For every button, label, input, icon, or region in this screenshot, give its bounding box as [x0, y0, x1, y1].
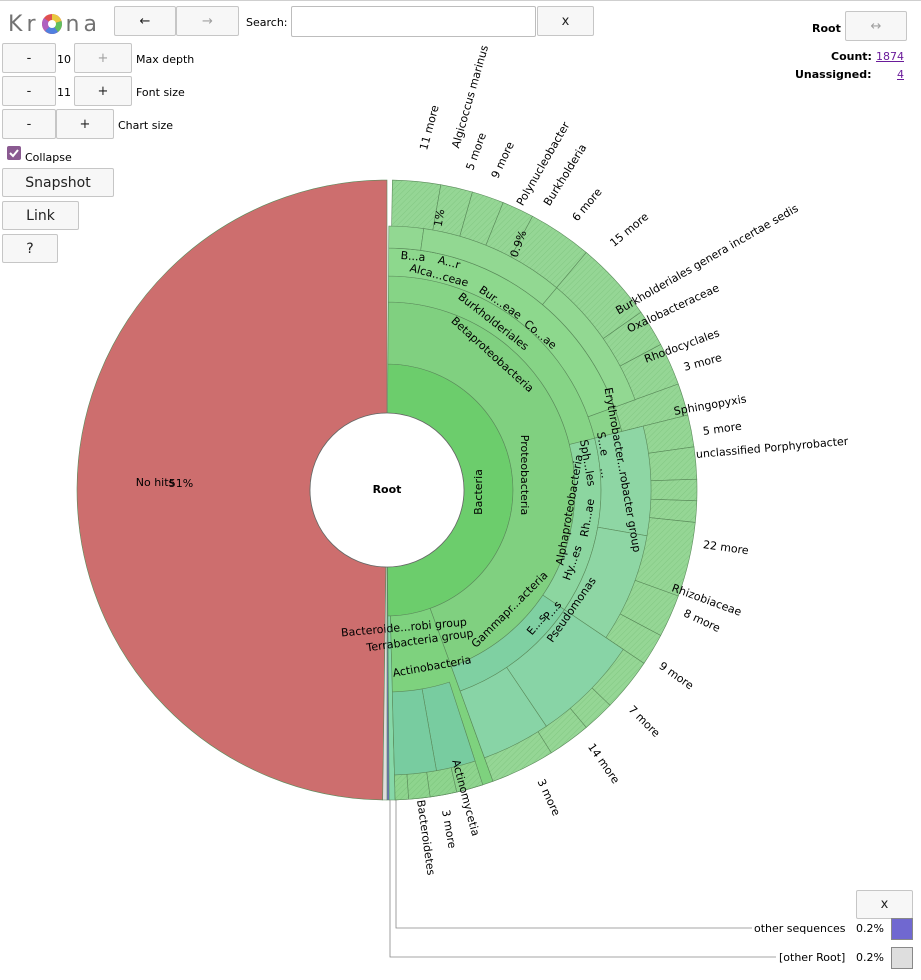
outer-label[interactable]: 3 more	[439, 809, 459, 850]
outer-label[interactable]: Oxalobacteraceae	[625, 281, 721, 335]
font-size-increment-button[interactable]: +	[74, 76, 132, 106]
outer-label[interactable]: 7 more	[626, 703, 663, 740]
outer-label[interactable]: 15 more	[608, 210, 652, 250]
unassigned-label: Unassigned:	[795, 68, 872, 81]
key-leader-line-other-root[interactable]	[389, 800, 776, 958]
chart-size-decrement-button[interactable]: -	[2, 109, 56, 139]
top-border	[0, 0, 921, 1]
segment-label-b-a[interactable]: B...a	[400, 249, 426, 264]
outer-label[interactable]: 6 more	[570, 185, 605, 223]
back-button[interactable]: ←	[114, 6, 176, 36]
key-swatch[interactable]	[891, 947, 913, 969]
logo-letter-a: a	[83, 11, 101, 37]
font-size-value: 11	[57, 86, 71, 99]
snapshot-button[interactable]: Snapshot	[2, 168, 114, 197]
chart-root-label[interactable]: Root	[373, 483, 402, 496]
forward-button[interactable]: →	[176, 6, 239, 36]
max-depth-decrement-button[interactable]: -	[2, 43, 56, 73]
segment-label-no-hits-percent[interactable]: 51%	[169, 477, 193, 490]
sunburst-segment-bacteroide-robi[interactable]	[387, 615, 396, 801]
max-depth-value: 10	[57, 53, 71, 66]
outer-label[interactable]: 8 more	[681, 607, 722, 635]
logo-letter-k: K	[8, 11, 27, 37]
key-item-percent: 0.2%	[856, 922, 884, 935]
segment-label-1pct[interactable]: 1%	[432, 208, 448, 227]
segment-label-s-e[interactable]: S...e	[594, 431, 611, 457]
search-label: Search:	[246, 16, 288, 29]
search-clear-button[interactable]: x	[537, 6, 594, 36]
count-value-link[interactable]: 1874	[876, 50, 904, 63]
outer-label[interactable]: Sphingopyxis	[673, 392, 748, 418]
chart-size-increment-button[interactable]: +	[56, 109, 114, 139]
logo-letter-n: n	[65, 11, 84, 37]
key-item-label: other sequences	[754, 922, 846, 935]
sunburst-segment-gamma-order[interactable]	[459, 666, 547, 759]
segment-label-no-hits[interactable]: No hits	[136, 476, 175, 489]
outer-label[interactable]: 14 more	[585, 741, 622, 786]
outer-label[interactable]: Bacteroidetes	[414, 799, 437, 876]
count-value[interactable]: 1874	[876, 50, 904, 63]
outer-label[interactable]: 22 more	[702, 538, 750, 557]
font-size-label: Font size	[136, 86, 185, 99]
outer-label[interactable]: Algicoccus marinus	[449, 44, 491, 150]
unassigned-value-link[interactable]: 4	[897, 68, 904, 81]
outer-label[interactable]: Rhizobiaceae	[670, 581, 744, 618]
max-depth-label: Max depth	[136, 53, 195, 66]
segment-label-bacteria[interactable]: Bacteria	[472, 469, 485, 515]
key-item-label: [other Root]	[779, 951, 846, 964]
outer-label[interactable]: 5 more	[702, 420, 743, 438]
details-root-label: Root	[812, 22, 841, 35]
link-button[interactable]: Link	[2, 201, 79, 230]
expand-button[interactable]: ↔	[845, 11, 907, 41]
logo-letter-r: r	[26, 11, 40, 37]
outer-label[interactable]: 3 more	[682, 351, 723, 374]
unassigned-value[interactable]: 4	[897, 68, 904, 81]
krona-logo: K r n a	[8, 11, 101, 37]
key-leader-line-other-sequences[interactable]	[395, 800, 752, 929]
key-item-percent: 0.2%	[856, 951, 884, 964]
outer-label[interactable]: 9 more	[657, 659, 697, 692]
outer-label[interactable]: 9 more	[489, 139, 517, 180]
sunburst-segment-actino-class[interactable]	[391, 688, 437, 776]
collapse-label: Collapse	[25, 151, 72, 164]
collapse-checkbox[interactable]	[7, 146, 21, 160]
outer-label[interactable]: 5 more	[463, 131, 489, 172]
key-swatch[interactable]	[891, 918, 913, 940]
sunburst-center[interactable]	[309, 412, 465, 568]
outer-label[interactable]: unclassified Porphyrobacter	[695, 435, 849, 461]
outer-label[interactable]: 3 more	[535, 777, 563, 818]
krona-ring-icon	[42, 14, 63, 34]
max-depth-increment-button[interactable]: +	[74, 43, 132, 73]
checkmark-icon	[9, 149, 19, 158]
key-close-button[interactable]: x	[856, 890, 913, 919]
help-button[interactable]: ?	[2, 234, 58, 263]
outer-label[interactable]: 11 more	[417, 104, 442, 152]
sunburst-segment-family[interactable]	[388, 225, 425, 251]
segment-label-proteobacteria[interactable]: Proteobacteria	[518, 435, 531, 515]
font-size-decrement-button[interactable]: -	[2, 76, 56, 106]
segment-label-ellipsis[interactable]: ...	[597, 467, 612, 480]
sunburst-segment-family[interactable]	[542, 287, 636, 408]
segment-label-a-r[interactable]: A...r	[437, 253, 462, 271]
chart-size-label: Chart size	[118, 119, 174, 132]
search-input[interactable]	[291, 6, 536, 37]
count-label: Count:	[831, 50, 872, 63]
